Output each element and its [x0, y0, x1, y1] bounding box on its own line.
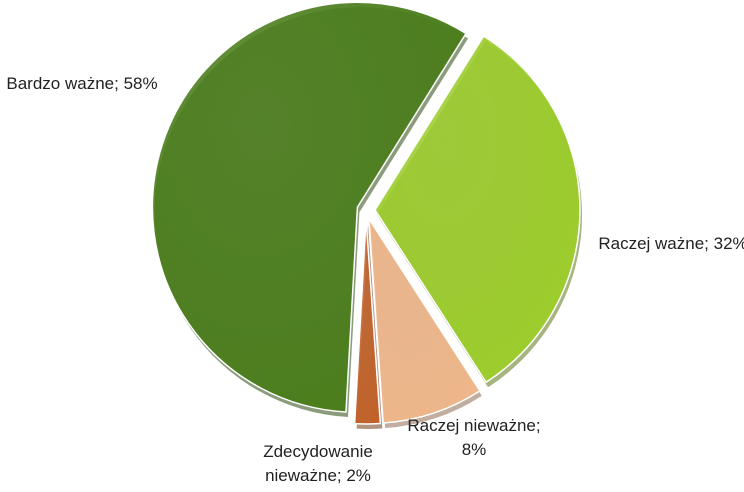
slice: [368, 218, 481, 424]
slice: [353, 218, 382, 425]
data-label: Raczej ważne; 32%: [598, 234, 744, 253]
slice: [151, 1, 468, 413]
data-label: Raczej nieważne; 8%: [407, 416, 541, 459]
slice: [374, 35, 581, 384]
data-label: Zdecydowanie nieważne; 2%: [263, 442, 373, 485]
data-label: Bardzo ważne; 58%: [6, 74, 158, 93]
